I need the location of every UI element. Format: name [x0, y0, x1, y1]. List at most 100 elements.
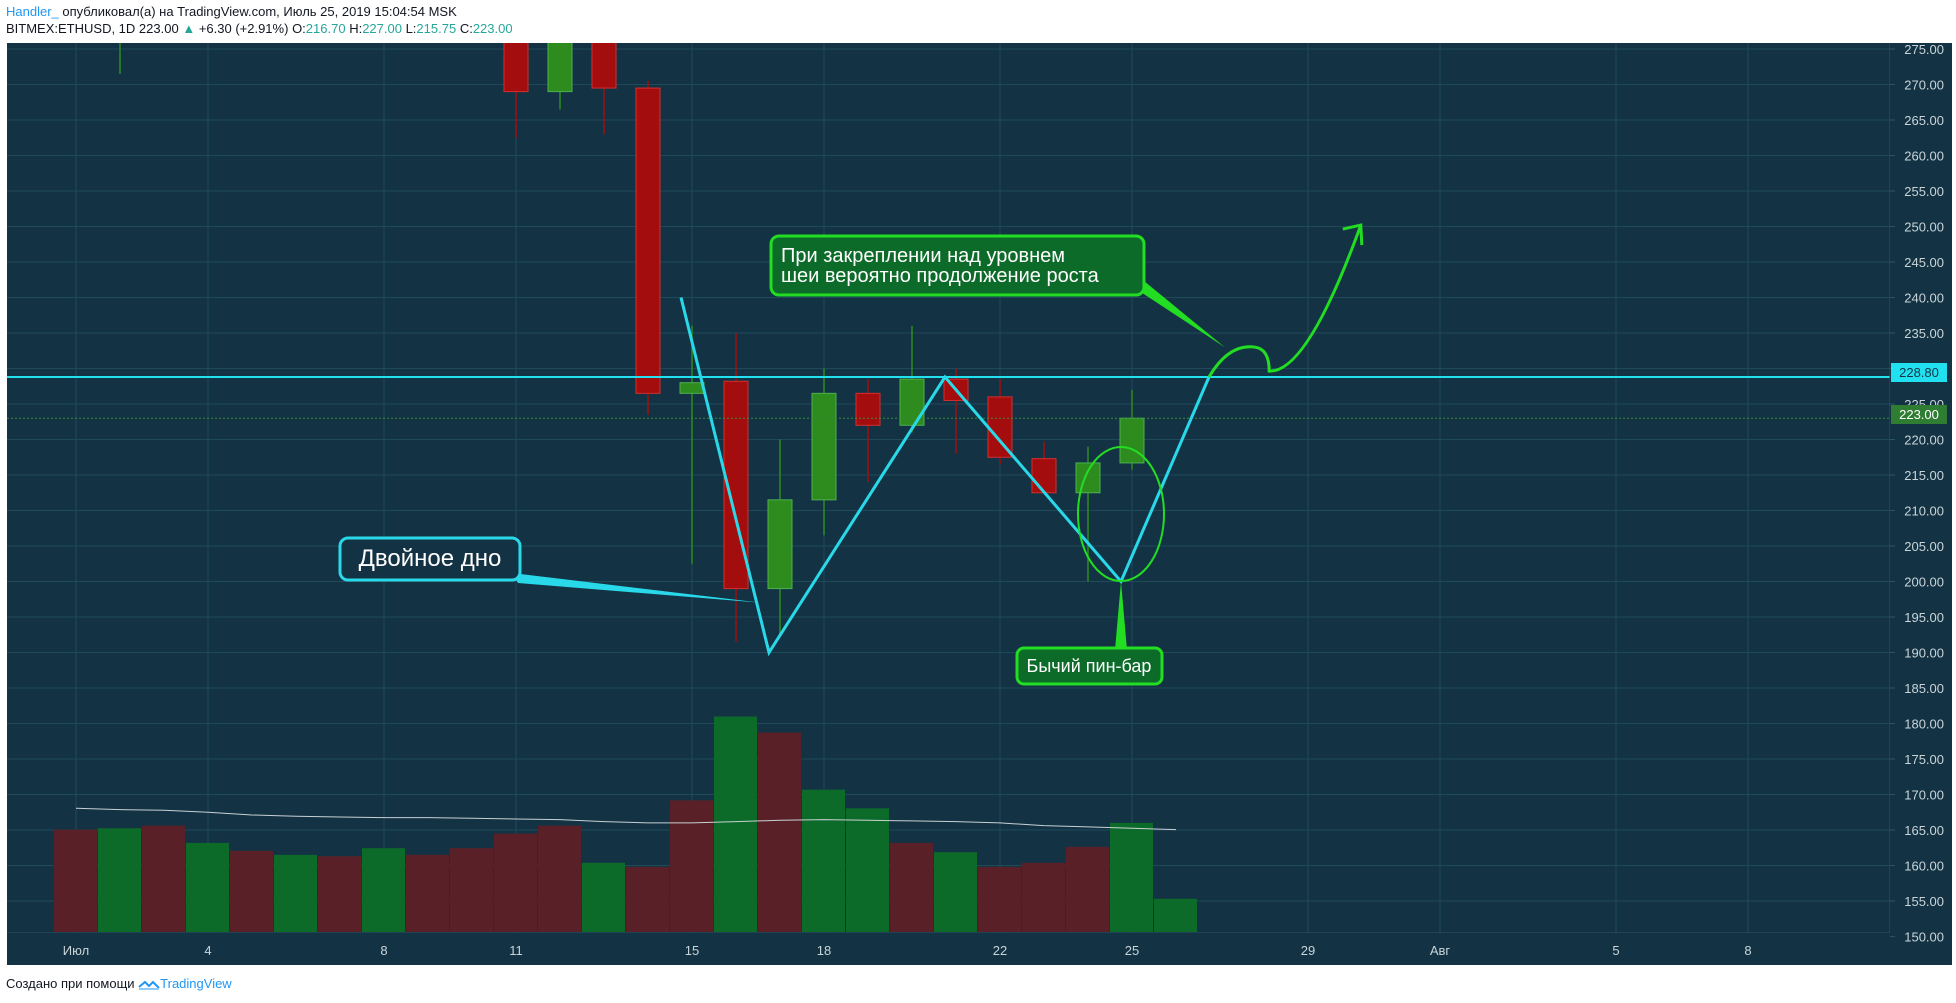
- high-value: 227.00: [362, 21, 402, 36]
- price-tick-label: 180.00: [1904, 717, 1944, 732]
- arrow-head-icon: [1342, 223, 1364, 246]
- price-tick-label: 150.00: [1904, 930, 1944, 945]
- close-value: 223.00: [472, 21, 513, 36]
- price-tick-label: 255.00: [1904, 184, 1944, 199]
- time-axis-labels: Июл 4 8 11 15 18 22 25 29 Авг 5 8: [63, 943, 1752, 958]
- time-tick-label: Авг: [1430, 943, 1451, 958]
- symbol-info: BITMEX:ETHUSD, 1D 223.00 ▲ +6.30 (+2.91%…: [6, 21, 513, 36]
- volume-bar: [362, 848, 405, 932]
- volume-bar: [494, 833, 537, 932]
- candles: [119, 43, 1145, 642]
- candle-up: [767, 499, 793, 590]
- neck-level-label: 228.80: [1899, 365, 1939, 380]
- volume-bar: [714, 716, 757, 932]
- time-tick-label: 11: [509, 943, 523, 958]
- annotations: Двойное дно При закреплении над уровнем …: [338, 223, 1364, 686]
- callout-pinbar-text: Бычий пин-бар: [1027, 656, 1152, 676]
- candle-up: [679, 382, 705, 394]
- volume-bar: [1154, 898, 1197, 932]
- callout-neck-line1: При закреплении над уровнем: [781, 245, 1065, 267]
- callout-pinbar[interactable]: [1015, 646, 1164, 686]
- grid: [7, 43, 1890, 937]
- price-tick-label: 275.00: [1904, 42, 1944, 57]
- candle-up: [811, 392, 837, 501]
- low-label: L:: [405, 21, 417, 36]
- time-axis[interactable]: [7, 933, 1952, 965]
- volume-bar: [1022, 862, 1065, 932]
- price-tick-label: 235.00: [1904, 326, 1944, 341]
- price-tick-label: 250.00: [1904, 220, 1944, 235]
- last-price: 223.00: [138, 21, 179, 36]
- price-tick-label: 265.00: [1904, 113, 1944, 128]
- volume-bar: [538, 825, 581, 932]
- volume-bar: [1110, 822, 1153, 932]
- volume-bars: [54, 716, 1197, 932]
- time-tick-label: 8: [1744, 943, 1751, 958]
- candle-up: [547, 43, 573, 93]
- candle-down: [1031, 458, 1057, 494]
- volume-bar: [186, 842, 229, 932]
- volume-bar: [846, 808, 889, 932]
- price-tick-label: 220.00: [1904, 433, 1944, 448]
- change-value: +6.30 (+2.91%): [198, 21, 289, 36]
- candle-up: [1119, 417, 1145, 464]
- volume-bar: [890, 842, 933, 932]
- last-price-badge: [1891, 405, 1947, 424]
- price-tick-label: 260.00: [1904, 149, 1944, 164]
- time-tick-label: 18: [817, 943, 831, 958]
- volume-bar: [670, 800, 713, 932]
- time-tick-label: 4: [204, 943, 211, 958]
- volume-bar: [978, 866, 1021, 932]
- volume-bar: [802, 789, 845, 932]
- price-tick-label: 195.00: [1904, 610, 1944, 625]
- candle-down: [855, 392, 881, 426]
- volume-bar: [1066, 846, 1109, 932]
- price-tick-label: 205.00: [1904, 539, 1944, 554]
- volume-bar: [274, 854, 317, 932]
- low-value: 215.75: [416, 21, 457, 36]
- callout-neck-line2: шеи вероятно продолжение роста: [781, 265, 1100, 287]
- callout-double-bottom-text: Двойное дно: [359, 545, 502, 572]
- volume-bar: [450, 848, 493, 932]
- price-axis[interactable]: [1890, 43, 1952, 933]
- change-up-icon: ▲: [182, 21, 196, 36]
- volume-ma-line: [75, 807, 1177, 831]
- tradingview-logo-icon: [138, 980, 160, 990]
- volume-bar: [406, 854, 449, 932]
- footer-brand-link[interactable]: TradingView: [160, 976, 232, 991]
- volume-bar: [318, 856, 361, 932]
- price-tick-label: 170.00: [1904, 788, 1944, 803]
- callout-double-bottom[interactable]: [338, 536, 522, 582]
- growth-projection-arrow[interactable]: [1207, 224, 1363, 378]
- volume-bar: [54, 829, 97, 932]
- price-tick-label: 270.00: [1904, 78, 1944, 93]
- time-tick-label: 5: [1612, 943, 1619, 958]
- candle-down: [987, 396, 1013, 458]
- price-axis-labels: 275.00 270.00 265.00 260.00 255.00 250.00 245.…: [1890, 42, 1944, 945]
- double-bottom-pattern[interactable]: [679, 297, 1211, 657]
- price-tick-label: 190.00: [1904, 646, 1944, 661]
- time-tick-label: 25: [1125, 943, 1139, 958]
- open-label: O:: [292, 21, 306, 36]
- volume-bar: [758, 732, 801, 932]
- author-link[interactable]: Handler_: [6, 4, 59, 19]
- callout-neck-pointer: [1133, 281, 1225, 348]
- price-tick-label: 185.00: [1904, 681, 1944, 696]
- callout-neck-breakout[interactable]: [769, 234, 1146, 297]
- open-value: 216.70: [305, 21, 346, 36]
- volume-bar: [934, 852, 977, 932]
- pinbar-ellipse[interactable]: [1077, 446, 1165, 583]
- volume-bar: [626, 866, 669, 932]
- price-tick-label: 175.00: [1904, 752, 1944, 767]
- publish-text: опубликовал(а) на TradingView.com, Июль …: [62, 4, 457, 19]
- candle-down: [635, 87, 661, 394]
- close-label: C:: [459, 21, 473, 36]
- candle-down: [591, 43, 617, 89]
- price-tick-label: 240.00: [1904, 291, 1944, 306]
- time-tick-label: 29: [1301, 943, 1315, 958]
- price-tick-label: 245.00: [1904, 255, 1944, 270]
- symbol-label: BITMEX:ETHUSD, 1D: [6, 21, 136, 36]
- footer-text: Создано при помощи: [6, 976, 135, 991]
- time-tick-label: 22: [993, 943, 1007, 958]
